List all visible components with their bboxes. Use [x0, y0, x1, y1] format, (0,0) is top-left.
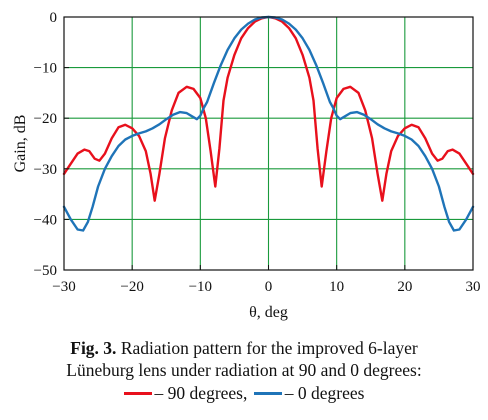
- x-tick-label: 10: [329, 279, 344, 295]
- x-tick-label: −20: [120, 279, 143, 295]
- radiation-pattern-chart: −30 −20 −10 0 10 20 300−10−20−30−40−50 θ, deg …: [12, 10, 481, 321]
- y-tick-label: −10: [34, 61, 57, 77]
- x-tick-label: 20: [397, 279, 412, 295]
- tick-labels: −30 −20 −10 0 10 20 30 0 −10 −20 −30 −40 −50: [34, 10, 481, 295]
- legend-label-90-degrees: – 90 degrees,: [154, 383, 248, 403]
- legend: – 90 degrees, – 0 degrees: [0, 383, 488, 404]
- legend-swatch-0-degrees: [253, 392, 282, 396]
- x-tick-label: 30: [466, 279, 481, 295]
- y-tick-label: −30: [34, 162, 57, 178]
- caption-text-1: Radiation pattern for the improved 6-lay…: [116, 338, 418, 358]
- figure-caption-line2: Lüneburg lens under radiation at 90 and …: [66, 360, 422, 380]
- legend-swatch-90-degrees: [123, 392, 152, 396]
- x-tick-label: −30: [52, 279, 75, 295]
- y-tick-label: −20: [34, 111, 57, 127]
- x-tick-label: −10: [189, 279, 212, 295]
- x-axis-label: θ, deg: [249, 304, 288, 321]
- y-tick-label: −40: [34, 212, 57, 228]
- x-tick-label: 0: [265, 279, 273, 295]
- y-axis-label: Gain, dB: [12, 115, 29, 173]
- legend-label-0-degrees: – 0 degrees: [284, 383, 365, 403]
- figure-caption-line1: Fig. 3. Radiation pattern for the improv…: [0, 337, 488, 359]
- grid-lines: [64, 17, 473, 270]
- y-tick-label: −50: [34, 263, 57, 279]
- y-tick-label: 0: [50, 10, 58, 26]
- figure-number: Fig. 3.: [70, 338, 117, 358]
